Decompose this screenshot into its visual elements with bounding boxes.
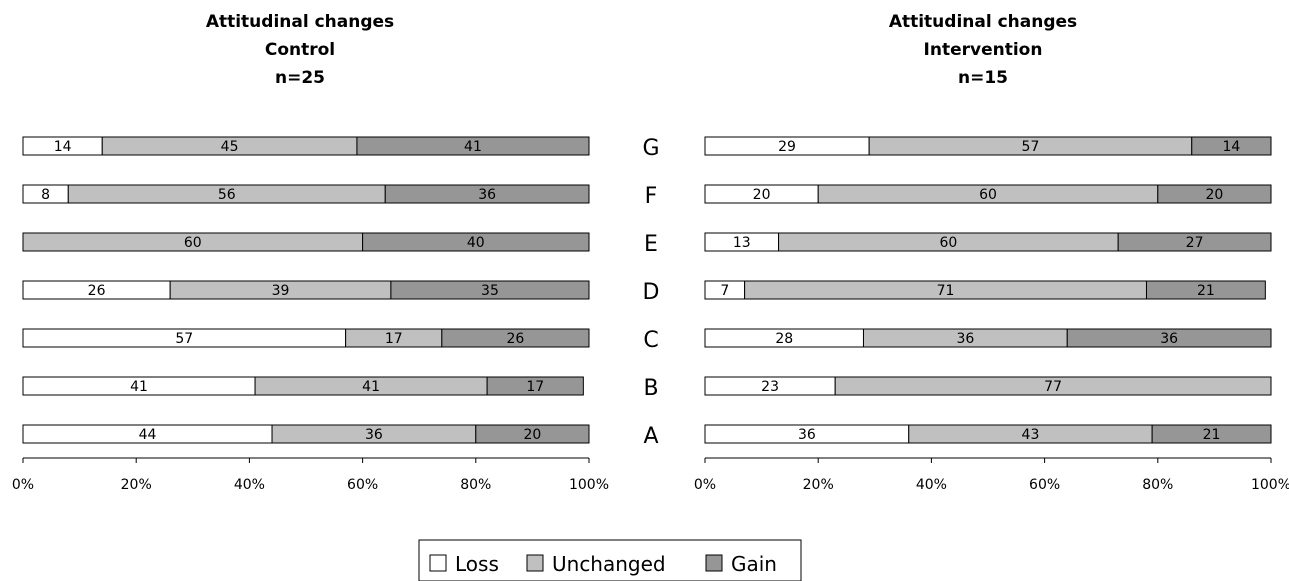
right-bar-d-gain: [1145, 280, 1266, 300]
left-label-b-loss: 41: [130, 379, 148, 395]
right-label-d-loss: 7: [720, 283, 729, 299]
left-title-line-3: n=25: [275, 68, 325, 88]
left-bar-c-gain: [441, 328, 590, 348]
right-x-tick-label: 100%: [1251, 477, 1289, 493]
right-label-f-loss: 20: [753, 187, 771, 203]
left-title-line-1: Attitudinal changes: [206, 12, 394, 32]
right-label-e-gain: 27: [1186, 235, 1204, 251]
legend-swatch-loss: [429, 554, 447, 572]
right-x-tick-label: 40%: [916, 477, 947, 493]
legend-box: [418, 539, 802, 581]
right-chart: Attitudinal changes Intervention n=15 29…: [694, 12, 1289, 493]
right-bar-a-gain: [1151, 424, 1272, 444]
left-x-tick-label: 100%: [569, 477, 609, 493]
legend-label-gain: Gain: [731, 552, 777, 576]
right-label-d-unchanged: 71: [937, 283, 955, 299]
left-bar-a-gain: [475, 424, 590, 444]
legend-label-loss: Loss: [455, 552, 499, 576]
left-bar-e-gain: [362, 232, 590, 252]
category-label-c: C: [643, 328, 658, 353]
left-label-g-unchanged: 45: [221, 139, 239, 155]
left-bar-b-gain: [486, 376, 584, 396]
category-label-g: G: [642, 136, 659, 161]
right-label-f-unchanged: 60: [979, 187, 997, 203]
left-label-e-gain: 40: [467, 235, 485, 251]
right-label-e-unchanged: 60: [939, 235, 957, 251]
left-label-e-unchanged: 60: [184, 235, 202, 251]
right-title-line-1: Attitudinal changes: [889, 12, 1077, 32]
left-bar-d-gain: [390, 280, 590, 300]
left-x-tick-label: 60%: [347, 477, 378, 493]
left-label-g-gain: 41: [464, 139, 482, 155]
legend-label-unchanged: Unchanged: [552, 552, 666, 576]
left-title-line-2: Control: [265, 40, 335, 60]
category-label-f: F: [645, 184, 658, 209]
left-x-tick-label: 40%: [234, 477, 265, 493]
right-label-f-gain: 20: [1205, 187, 1223, 203]
left-x-tick-label: 20%: [121, 477, 152, 493]
legend: Loss Unchanged Gain: [418, 539, 802, 581]
right-bar-c-gain: [1066, 328, 1272, 348]
left-label-b-unchanged: 41: [362, 379, 380, 395]
right-label-d-gain: 21: [1197, 283, 1215, 299]
right-bar-g-gain: [1191, 136, 1272, 156]
legend-swatch-unchanged: [526, 554, 544, 572]
left-label-a-gain: 20: [523, 427, 541, 443]
category-label-a: A: [643, 424, 658, 449]
left-bar-f-gain: [384, 184, 590, 204]
left-label-f-gain: 36: [478, 187, 496, 203]
right-bar-e-gain: [1117, 232, 1272, 252]
left-label-d-gain: 35: [481, 283, 499, 299]
right-x-tick-label: 60%: [1029, 477, 1060, 493]
right-label-b-unchanged: 77: [1044, 379, 1062, 395]
right-bar-b-unchanged: [834, 376, 1272, 396]
category-label-e: E: [644, 232, 658, 257]
left-label-a-loss: 44: [139, 427, 157, 443]
left-label-c-gain: 26: [507, 331, 525, 347]
right-label-b-loss: 23: [761, 379, 779, 395]
right-x-tick-label: 0%: [694, 477, 716, 493]
right-label-g-loss: 29: [778, 139, 796, 155]
right-x-tick-label: 80%: [1142, 477, 1173, 493]
left-x-tick-label: 0%: [12, 477, 34, 493]
right-label-a-gain: 21: [1203, 427, 1221, 443]
category-label-b: B: [643, 376, 658, 401]
left-label-c-loss: 57: [175, 331, 193, 347]
right-label-c-gain: 36: [1160, 331, 1178, 347]
right-title-line-2: Intervention: [924, 40, 1043, 60]
right-bar-f-gain: [1157, 184, 1272, 204]
left-label-d-unchanged: 39: [272, 283, 290, 299]
left-bar-g-gain: [356, 136, 590, 156]
right-label-c-loss: 28: [775, 331, 793, 347]
left-x-tick-label: 80%: [460, 477, 491, 493]
left-label-f-unchanged: 56: [218, 187, 236, 203]
right-plot: 29 57 14 20 60 20 13 60 27 7 71 21 28 36 36 23 77 36 43 21 0…: [694, 136, 1289, 493]
right-label-e-loss: 13: [733, 235, 751, 251]
legend-swatch-gain: [705, 554, 723, 572]
right-label-g-gain: 14: [1222, 139, 1240, 155]
right-label-g-unchanged: 57: [1022, 139, 1040, 155]
right-x-tick-label: 20%: [803, 477, 834, 493]
left-plot: 14 45 41 8 56 36 60 40 26 39 35 57 17 26 41 41 17 44 36 20 0…: [12, 136, 609, 493]
left-chart: Attitudinal changes Control n=25 14 45 41 8…: [12, 12, 609, 493]
left-label-d-loss: 26: [88, 283, 106, 299]
right-label-a-loss: 36: [798, 427, 816, 443]
left-label-a-unchanged: 36: [365, 427, 383, 443]
right-title-line-3: n=15: [958, 68, 1008, 88]
left-label-c-unchanged: 17: [385, 331, 403, 347]
left-label-f-loss: 8: [41, 187, 50, 203]
right-label-a-unchanged: 43: [1022, 427, 1040, 443]
left-label-g-loss: 14: [54, 139, 72, 155]
left-label-b-gain: 17: [526, 379, 544, 395]
category-label-d: D: [643, 280, 660, 305]
right-label-c-unchanged: 36: [956, 331, 974, 347]
